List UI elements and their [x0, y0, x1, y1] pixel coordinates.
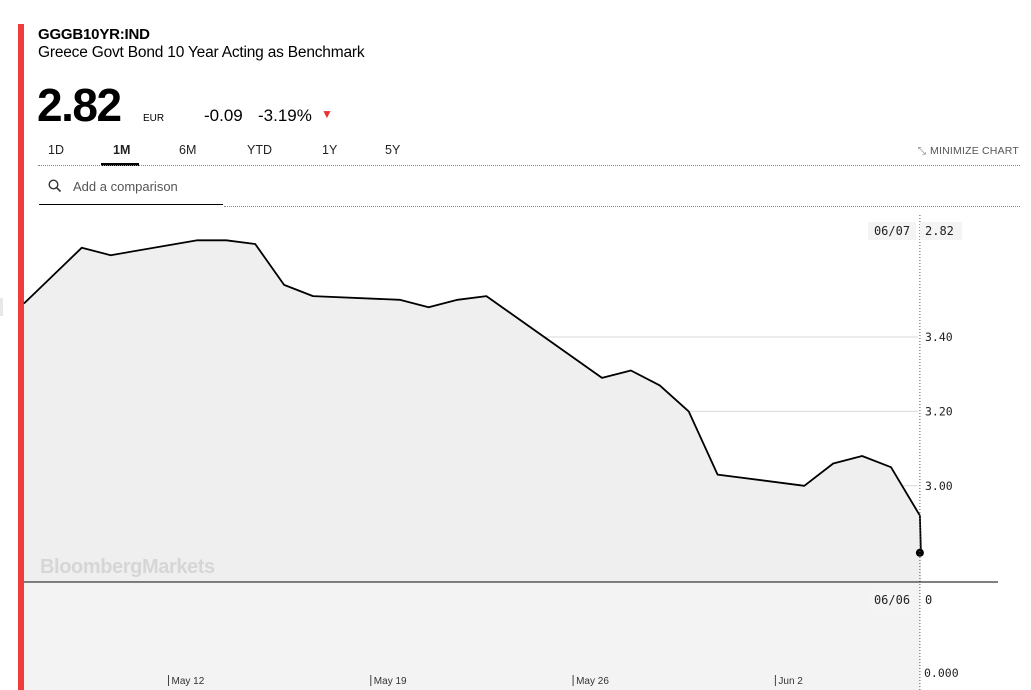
- search-icon: [48, 179, 62, 193]
- x-tick-label: Jun 2: [778, 676, 803, 687]
- edge-mark: [0, 298, 3, 316]
- accent-bar: [18, 24, 24, 690]
- minimize-chart-label: MINIMIZE CHART: [930, 145, 1019, 157]
- last-point-marker: [915, 548, 924, 557]
- price-area: [24, 240, 921, 583]
- search-divider: [224, 206, 1020, 207]
- down-triangle-icon: ▼: [321, 107, 333, 121]
- price-change: -0.09: [204, 106, 243, 125]
- search-input[interactable]: [71, 178, 225, 195]
- last-value-badge-bg: [920, 222, 962, 240]
- volume-date-badge: 06/06: [874, 593, 910, 607]
- price-line: [23, 239, 922, 553]
- x-tick-label: May 19: [374, 676, 407, 687]
- tabs-divider: [38, 165, 1020, 166]
- volume-value: 0: [925, 593, 932, 607]
- active-tab-indicator: [101, 163, 139, 166]
- price-change-percent: -3.19%: [258, 106, 312, 125]
- date-badge-bg: [868, 222, 916, 240]
- minimize-icon: ⤡: [917, 146, 927, 157]
- tab-1y[interactable]: 1Y: [322, 143, 338, 157]
- y-tick-label: 3.20: [925, 404, 953, 418]
- range-tabs: 1D 1M 6M YTD 1Y 5Y: [38, 143, 438, 167]
- watermark: BloombergMarkets: [40, 556, 215, 578]
- tab-1d[interactable]: 1D: [48, 143, 64, 157]
- comparison-search: [39, 172, 225, 205]
- x-tick-label: May 26: [576, 676, 609, 687]
- tab-1m[interactable]: 1M: [113, 143, 131, 157]
- tab-6m[interactable]: 6M: [179, 143, 197, 157]
- y-tick-label: 3.40: [925, 330, 953, 344]
- currency-label: EUR: [143, 113, 165, 124]
- last-price: 2.82: [37, 79, 122, 131]
- volume-axis-label: 0.000: [924, 666, 959, 680]
- security-name: Greece Govt Bond 10 Year Acting as Bench…: [38, 44, 365, 61]
- ticker-symbol: GGGB10YR:IND: [38, 26, 150, 43]
- volume-date-badge-bg: [868, 591, 916, 609]
- last-value-badge: 2.82: [925, 224, 954, 238]
- date-badge: 06/07: [874, 224, 910, 238]
- y-tick-label: 3.00: [925, 479, 953, 493]
- volume-panel: [24, 583, 920, 690]
- tab-ytd[interactable]: YTD: [247, 143, 272, 157]
- x-tick-label: May 12: [172, 676, 205, 687]
- minimize-chart-button[interactable]: ⤡ MINIMIZE CHART: [918, 145, 1019, 157]
- tab-5y[interactable]: 5Y: [385, 143, 401, 157]
